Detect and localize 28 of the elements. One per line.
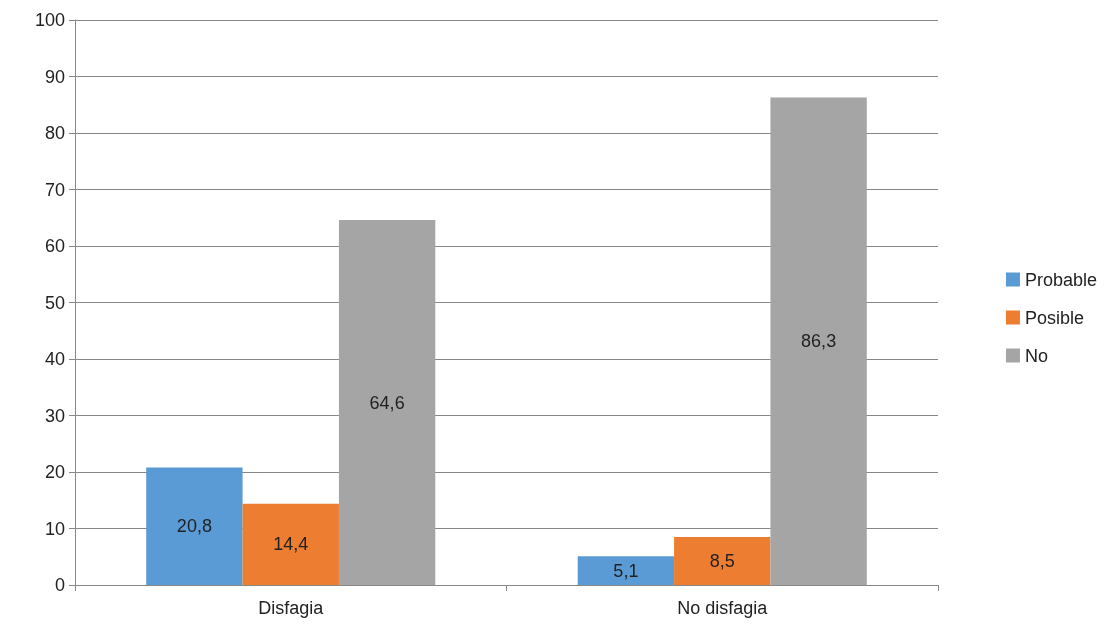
bar: [770, 97, 867, 585]
y-tick-label: 40: [44, 349, 65, 369]
x-tick-label: No disfagia: [677, 598, 769, 618]
data-label: 14,4: [273, 534, 309, 555]
legend-label: Posible: [1024, 307, 1084, 328]
x-tick-label: Disfagia: [258, 598, 325, 618]
y-tick-label: 100: [34, 10, 65, 30]
bar: [577, 556, 675, 585]
y-tick-label: 30: [44, 405, 65, 426]
y-tick-label: 10: [44, 518, 65, 539]
y-tick-label: 90: [44, 66, 65, 87]
y-tick-label: 0: [54, 575, 65, 595]
bar: [674, 536, 771, 585]
data-label: 86,3: [801, 331, 837, 352]
bar: [338, 220, 436, 585]
y-tick-label: 50: [44, 292, 65, 313]
data-label: 20,8: [176, 516, 212, 537]
y-tick-label: 80: [44, 123, 65, 143]
bar: [146, 467, 243, 585]
y-tick-label: 70: [44, 179, 65, 200]
y-tick-label: 60: [44, 236, 65, 256]
data-label: 8,5: [709, 550, 735, 571]
data-label: 5,1: [613, 560, 639, 581]
legend-label: No: [1024, 345, 1048, 366]
legend-label: Probable: [1024, 269, 1098, 290]
y-tick-label: 20: [44, 462, 65, 482]
data-label: 64,6: [369, 392, 405, 413]
bar: [242, 503, 339, 585]
